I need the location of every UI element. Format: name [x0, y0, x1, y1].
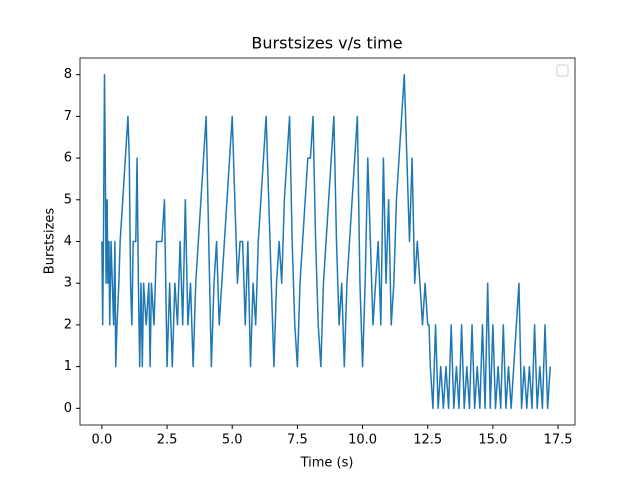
y-tick-label: 2	[64, 317, 72, 332]
y-axis-label: Burstsizes	[43, 208, 58, 275]
y-tick-label: 3	[64, 276, 72, 291]
data-line	[101, 73, 551, 410]
x-tick-label: 15.0	[478, 433, 507, 448]
y-tick-label: 4	[64, 234, 72, 249]
x-tick-label: 2.5	[157, 433, 178, 448]
x-tick-label: 7.5	[287, 433, 308, 448]
legend-box	[556, 64, 569, 77]
y-tick-label: 7	[64, 109, 72, 124]
x-tick-label: 10.0	[348, 433, 377, 448]
x-tick-label: 5.0	[222, 433, 243, 448]
x-tick-label: 12.5	[413, 433, 442, 448]
x-axis-label: Time (s)	[300, 456, 354, 471]
x-tick-label: 17.5	[544, 433, 573, 448]
axes-frame	[79, 57, 576, 426]
y-tick-label: 1	[64, 359, 72, 374]
x-tick-label: 0.0	[92, 433, 113, 448]
y-tick-label: 0	[64, 401, 72, 416]
chart-title: Burstsizes v/s time	[251, 34, 402, 53]
y-tick-label: 8	[64, 67, 72, 82]
y-tick-label: 6	[64, 151, 72, 166]
y-tick-label: 5	[64, 192, 72, 207]
